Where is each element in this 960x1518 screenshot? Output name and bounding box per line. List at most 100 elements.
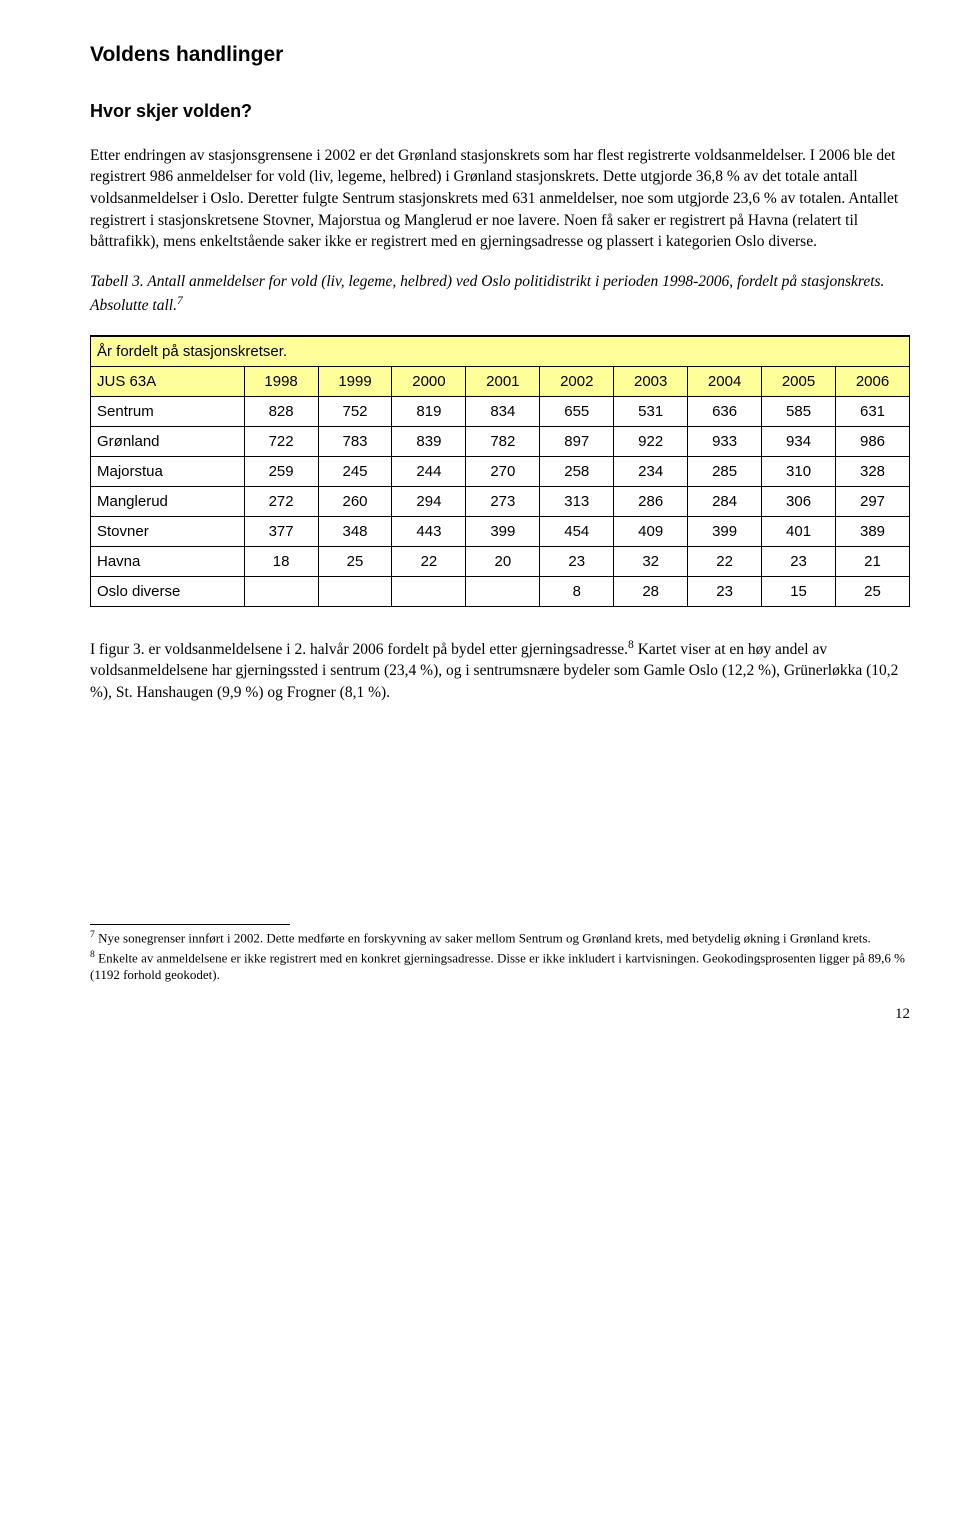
cell: 348 — [318, 516, 392, 546]
cell: 377 — [244, 516, 318, 546]
cell: 986 — [836, 426, 910, 456]
cell: 834 — [466, 396, 540, 426]
cell: 752 — [318, 396, 392, 426]
cell: 285 — [688, 456, 762, 486]
row-label: Stovner — [91, 516, 245, 546]
data-table: År fordelt på stasjonskretser. JUS 63A 1… — [90, 335, 910, 607]
paragraph-1: Etter endringen av stasjonsgrensene i 20… — [90, 145, 910, 253]
cell: 25 — [318, 546, 392, 576]
cell: 23 — [688, 576, 762, 606]
cell: 933 — [688, 426, 762, 456]
table-row: Havna182522202332222321 — [91, 546, 910, 576]
table-corner: JUS 63A — [91, 366, 245, 396]
cell: 234 — [614, 456, 688, 486]
year-col: 2006 — [836, 366, 910, 396]
row-label: Majorstua — [91, 456, 245, 486]
caption-text: Tabell 3. Antall anmeldelser for vold (l… — [90, 273, 884, 314]
footnote-separator — [90, 924, 290, 925]
cell: 839 — [392, 426, 466, 456]
row-label: Havna — [91, 546, 245, 576]
cell: 585 — [762, 396, 836, 426]
paragraph-2: I figur 3. er voldsanmeldelsene i 2. hal… — [90, 637, 910, 704]
cell: 15 — [762, 576, 836, 606]
cell: 260 — [318, 486, 392, 516]
cell: 655 — [540, 396, 614, 426]
table-row: Majorstua259245244270258234285310328 — [91, 456, 910, 486]
row-label: Grønland — [91, 426, 245, 456]
year-col: 1999 — [318, 366, 392, 396]
cell: 273 — [466, 486, 540, 516]
cell: 934 — [762, 426, 836, 456]
row-label: Sentrum — [91, 396, 245, 426]
cell: 782 — [466, 426, 540, 456]
table-row: Grønland722783839782897922933934986 — [91, 426, 910, 456]
table-header-title: År fordelt på stasjonskretser. — [91, 336, 910, 367]
cell: 399 — [466, 516, 540, 546]
cell — [466, 576, 540, 606]
cell: 531 — [614, 396, 688, 426]
footnote8-text: Enkelte av anmeldelsene er ikke registre… — [90, 950, 905, 982]
year-col: 2000 — [392, 366, 466, 396]
table-row: Sentrum828752819834655531636585631 — [91, 396, 910, 426]
cell: 819 — [392, 396, 466, 426]
cell — [392, 576, 466, 606]
cell: 409 — [614, 516, 688, 546]
cell: 22 — [688, 546, 762, 576]
cell: 244 — [392, 456, 466, 486]
cell: 259 — [244, 456, 318, 486]
cell: 828 — [244, 396, 318, 426]
cell: 306 — [762, 486, 836, 516]
cell: 284 — [688, 486, 762, 516]
footnote7-text: Nye sonegrenser innført i 2002. Dette me… — [95, 930, 871, 945]
cell: 443 — [392, 516, 466, 546]
cell: 294 — [392, 486, 466, 516]
table-row: Manglerud272260294273313286284306297 — [91, 486, 910, 516]
cell: 28 — [614, 576, 688, 606]
cell: 389 — [836, 516, 910, 546]
year-col: 2005 — [762, 366, 836, 396]
page-heading: Voldens handlinger — [90, 40, 910, 69]
cell: 783 — [318, 426, 392, 456]
table-row: Oslo diverse 828231525 — [91, 576, 910, 606]
cell: 32 — [614, 546, 688, 576]
cell: 20 — [466, 546, 540, 576]
year-col: 1998 — [244, 366, 318, 396]
cell: 258 — [540, 456, 614, 486]
cell: 401 — [762, 516, 836, 546]
cell: 328 — [836, 456, 910, 486]
page-number: 12 — [90, 1004, 910, 1025]
year-col: 2001 — [466, 366, 540, 396]
cell: 922 — [614, 426, 688, 456]
year-col: 2004 — [688, 366, 762, 396]
footnote-7: 7 Nye sonegrenser innført i 2002. Dette … — [90, 929, 910, 947]
section-subheading: Hvor skjer volden? — [90, 99, 910, 124]
cell: 636 — [688, 396, 762, 426]
table-row: Stovner377348443399454409399401389 — [91, 516, 910, 546]
year-col: 2002 — [540, 366, 614, 396]
cell: 631 — [836, 396, 910, 426]
cell: 272 — [244, 486, 318, 516]
footnotes: 7 Nye sonegrenser innført i 2002. Dette … — [90, 929, 910, 984]
cell — [244, 576, 318, 606]
cell: 23 — [540, 546, 614, 576]
cell: 245 — [318, 456, 392, 486]
cell: 722 — [244, 426, 318, 456]
cell: 297 — [836, 486, 910, 516]
footnote-8: 8 Enkelte av anmeldelsene er ikke regist… — [90, 949, 910, 984]
table-caption: Tabell 3. Antall anmeldelser for vold (l… — [90, 271, 910, 317]
cell: 310 — [762, 456, 836, 486]
cell: 25 — [836, 576, 910, 606]
cell: 8 — [540, 576, 614, 606]
cell: 21 — [836, 546, 910, 576]
cell: 399 — [688, 516, 762, 546]
cell: 313 — [540, 486, 614, 516]
cell: 22 — [392, 546, 466, 576]
row-label: Oslo diverse — [91, 576, 245, 606]
para2-pre: I figur 3. er voldsanmeldelsene i 2. hal… — [90, 641, 628, 658]
cell: 270 — [466, 456, 540, 486]
table-header-years: JUS 63A 1998 1999 2000 2001 2002 2003 20… — [91, 366, 910, 396]
cell: 23 — [762, 546, 836, 576]
cell: 18 — [244, 546, 318, 576]
cell: 454 — [540, 516, 614, 546]
row-label: Manglerud — [91, 486, 245, 516]
